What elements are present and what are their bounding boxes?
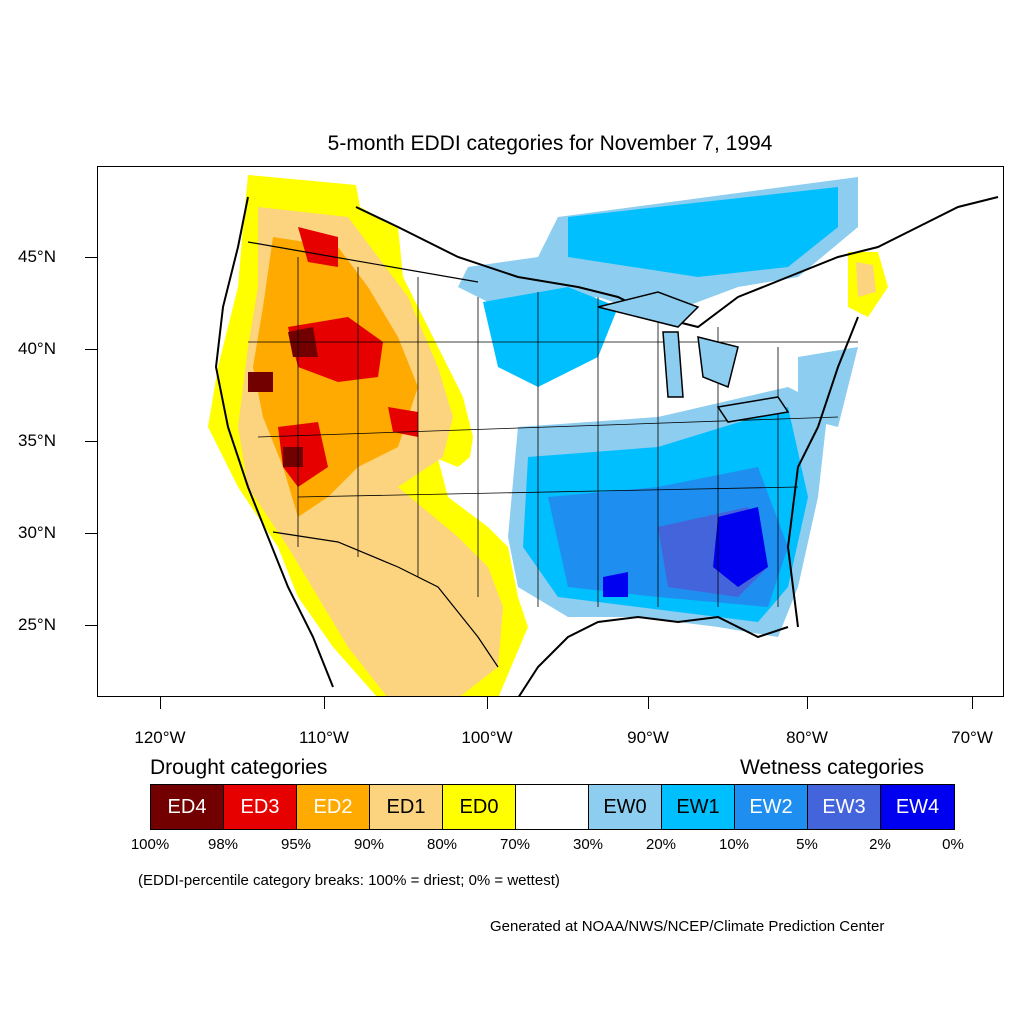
lon-label: 100°W bbox=[461, 728, 513, 747]
region-ew4-la bbox=[603, 572, 628, 597]
region-ew0-east bbox=[798, 347, 858, 427]
canada-border bbox=[247, 241, 479, 283]
lon-label: 70°W bbox=[951, 728, 993, 747]
legend-swatch: EW2 bbox=[735, 785, 808, 829]
percent-break-label: 98% bbox=[207, 836, 239, 853]
legend-swatch: EW0 bbox=[589, 785, 662, 829]
state-lines bbox=[248, 257, 858, 607]
eddi-map bbox=[97, 166, 1004, 697]
legend-swatch: EW4 bbox=[881, 785, 954, 829]
percent-break-label: 10% bbox=[718, 836, 750, 853]
legend-swatch: ED3 bbox=[224, 785, 297, 829]
percent-break-label: 100% bbox=[130, 836, 170, 853]
region-ew4-south bbox=[713, 507, 768, 587]
lon-tick bbox=[324, 697, 325, 709]
percent-break-label: 95% bbox=[280, 836, 312, 853]
category-note: (EDDI-percentile category breaks: 100% =… bbox=[138, 872, 560, 889]
map-canvas bbox=[208, 175, 999, 696]
percent-break-label: 5% bbox=[796, 836, 818, 853]
legend-swatch bbox=[516, 785, 589, 829]
legend-swatch: EW1 bbox=[662, 785, 735, 829]
percent-break-label: 80% bbox=[426, 836, 458, 853]
legend-swatch: EW3 bbox=[808, 785, 881, 829]
lat-label: 35°N bbox=[18, 431, 56, 450]
category-legend: ED4 ED3 ED2 ED1 ED0 EW0 EW1 EW2 EW3 EW4 bbox=[150, 784, 955, 830]
lon-tick bbox=[648, 697, 649, 709]
lon-label: 110°W bbox=[299, 728, 349, 747]
lat-label: 30°N bbox=[18, 523, 56, 542]
wetness-heading: Wetness categories bbox=[740, 756, 925, 779]
region-ew1-mid bbox=[483, 287, 618, 387]
percent-break-label: 0% bbox=[942, 836, 964, 853]
legend-swatch: ED1 bbox=[370, 785, 443, 829]
lat-tick bbox=[85, 441, 97, 442]
lon-tick bbox=[487, 697, 488, 709]
region-ed3-d bbox=[298, 227, 338, 267]
legend-swatch: ED2 bbox=[297, 785, 370, 829]
percent-break-label: 90% bbox=[353, 836, 385, 853]
lon-label: 120°W bbox=[134, 728, 186, 747]
lat-tick bbox=[85, 533, 97, 534]
lat-tick bbox=[85, 349, 97, 350]
lon-label: 80°W bbox=[786, 728, 828, 747]
credit-line: Generated at NOAA/NWS/NCEP/Climate Predi… bbox=[490, 918, 885, 935]
lat-label: 45°N bbox=[18, 247, 56, 266]
lat-tick bbox=[85, 625, 97, 626]
lon-tick bbox=[972, 697, 973, 709]
map-title: 5-month EDDI categories for November 7, … bbox=[327, 132, 773, 155]
lon-tick bbox=[807, 697, 808, 709]
region-ed3-c bbox=[388, 407, 418, 437]
lon-label: 90°W bbox=[627, 728, 669, 747]
legend-swatch: ED4 bbox=[151, 785, 224, 829]
region-ed4-c bbox=[283, 447, 303, 467]
percent-break-label: 70% bbox=[499, 836, 531, 853]
lat-label: 25°N bbox=[18, 615, 56, 634]
drought-heading: Drought categories bbox=[150, 756, 328, 779]
coastline bbox=[214, 196, 999, 696]
lat-tick bbox=[85, 257, 97, 258]
region-ew1-north bbox=[568, 187, 838, 277]
great-lakes bbox=[597, 291, 790, 423]
percent-break-label: 2% bbox=[869, 836, 891, 853]
region-ed1-ne bbox=[856, 262, 876, 297]
percent-break-label: 20% bbox=[645, 836, 677, 853]
lon-tick bbox=[160, 697, 161, 709]
percent-break-label: 30% bbox=[572, 836, 604, 853]
lat-label: 40°N bbox=[18, 339, 56, 358]
region-ed4-b bbox=[248, 372, 273, 392]
legend-swatch: ED0 bbox=[443, 785, 516, 829]
